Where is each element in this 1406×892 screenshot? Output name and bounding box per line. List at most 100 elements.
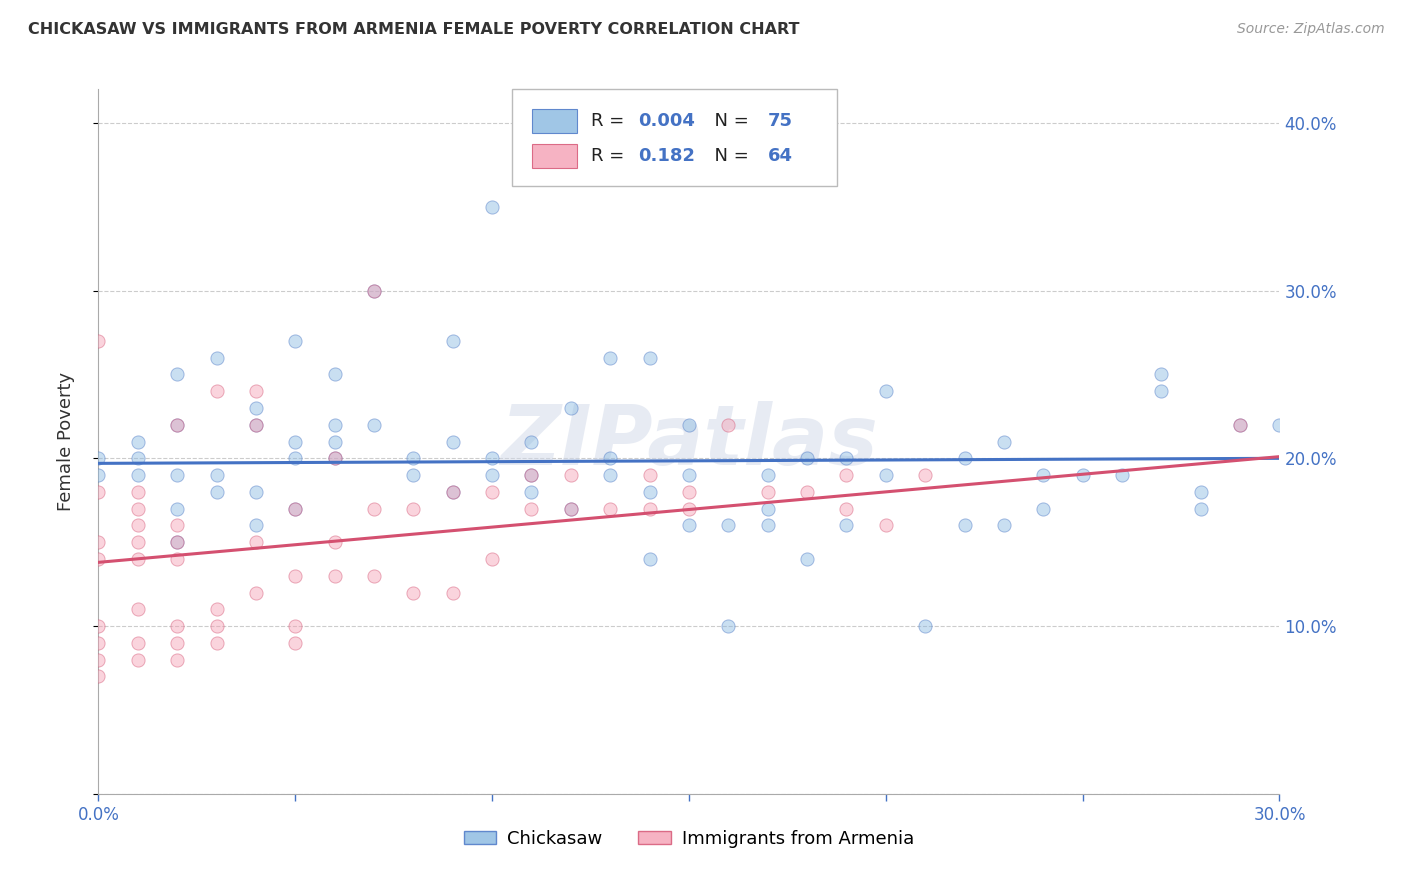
Point: [993, 518, 1015, 533]
Point: [363, 284, 385, 298]
Point: [87, 451, 110, 466]
Point: [127, 468, 149, 483]
Point: [284, 501, 307, 516]
Point: [638, 552, 661, 566]
Point: [560, 501, 582, 516]
Point: [166, 535, 188, 549]
Text: 64: 64: [768, 147, 793, 165]
Y-axis label: Female Poverty: Female Poverty: [56, 372, 75, 511]
Point: [166, 417, 188, 432]
FancyBboxPatch shape: [531, 144, 576, 168]
Point: [205, 384, 228, 399]
Point: [284, 619, 307, 633]
Point: [441, 484, 464, 499]
Point: [441, 334, 464, 348]
Point: [245, 585, 267, 599]
Point: [87, 535, 110, 549]
Point: [166, 636, 188, 650]
Point: [1229, 417, 1251, 432]
Point: [835, 451, 858, 466]
Point: [245, 417, 267, 432]
Point: [796, 451, 818, 466]
Point: [284, 434, 307, 449]
Point: [323, 417, 346, 432]
Point: [323, 368, 346, 382]
Point: [166, 417, 188, 432]
Point: [441, 484, 464, 499]
Point: [756, 468, 779, 483]
Point: [638, 468, 661, 483]
Point: [363, 568, 385, 582]
Point: [127, 636, 149, 650]
Point: [402, 451, 425, 466]
Point: [441, 585, 464, 599]
Point: [560, 401, 582, 415]
Point: [323, 451, 346, 466]
Point: [87, 468, 110, 483]
Point: [1268, 417, 1291, 432]
Point: [717, 417, 740, 432]
Point: [166, 653, 188, 667]
Point: [166, 518, 188, 533]
Point: [756, 518, 779, 533]
Point: [520, 434, 543, 449]
Text: R =: R =: [591, 147, 636, 165]
Point: [245, 535, 267, 549]
Point: [323, 568, 346, 582]
Point: [599, 351, 621, 365]
Point: [245, 401, 267, 415]
Point: [87, 484, 110, 499]
Point: [127, 602, 149, 616]
Point: [402, 468, 425, 483]
FancyBboxPatch shape: [512, 89, 837, 186]
Text: 75: 75: [768, 112, 793, 130]
Point: [205, 351, 228, 365]
Text: R =: R =: [591, 112, 630, 130]
Point: [205, 468, 228, 483]
Point: [205, 619, 228, 633]
Point: [284, 334, 307, 348]
Point: [284, 636, 307, 650]
Point: [1111, 468, 1133, 483]
Point: [205, 484, 228, 499]
Point: [1150, 368, 1173, 382]
Point: [756, 484, 779, 499]
Point: [1032, 468, 1054, 483]
Point: [914, 468, 936, 483]
Point: [796, 484, 818, 499]
Point: [560, 501, 582, 516]
Point: [678, 518, 700, 533]
Point: [993, 434, 1015, 449]
Point: [560, 468, 582, 483]
Point: [166, 468, 188, 483]
Point: [1032, 501, 1054, 516]
Text: ZIPatlas: ZIPatlas: [501, 401, 877, 482]
Point: [284, 451, 307, 466]
Text: 0.182: 0.182: [638, 147, 695, 165]
Point: [481, 484, 503, 499]
Point: [87, 334, 110, 348]
Point: [520, 468, 543, 483]
Text: 0.004: 0.004: [638, 112, 695, 130]
Point: [323, 535, 346, 549]
Point: [599, 501, 621, 516]
Point: [875, 468, 897, 483]
Point: [323, 451, 346, 466]
Point: [127, 451, 149, 466]
Point: [87, 653, 110, 667]
Point: [441, 434, 464, 449]
Point: [678, 501, 700, 516]
Point: [205, 636, 228, 650]
Point: [875, 518, 897, 533]
Point: [599, 451, 621, 466]
Point: [756, 501, 779, 516]
Point: [166, 535, 188, 549]
Point: [1229, 417, 1251, 432]
Legend: Chickasaw, Immigrants from Armenia: Chickasaw, Immigrants from Armenia: [457, 823, 921, 855]
FancyBboxPatch shape: [531, 109, 576, 133]
Point: [166, 619, 188, 633]
Point: [127, 484, 149, 499]
Text: N =: N =: [703, 112, 755, 130]
Point: [245, 484, 267, 499]
Point: [717, 619, 740, 633]
